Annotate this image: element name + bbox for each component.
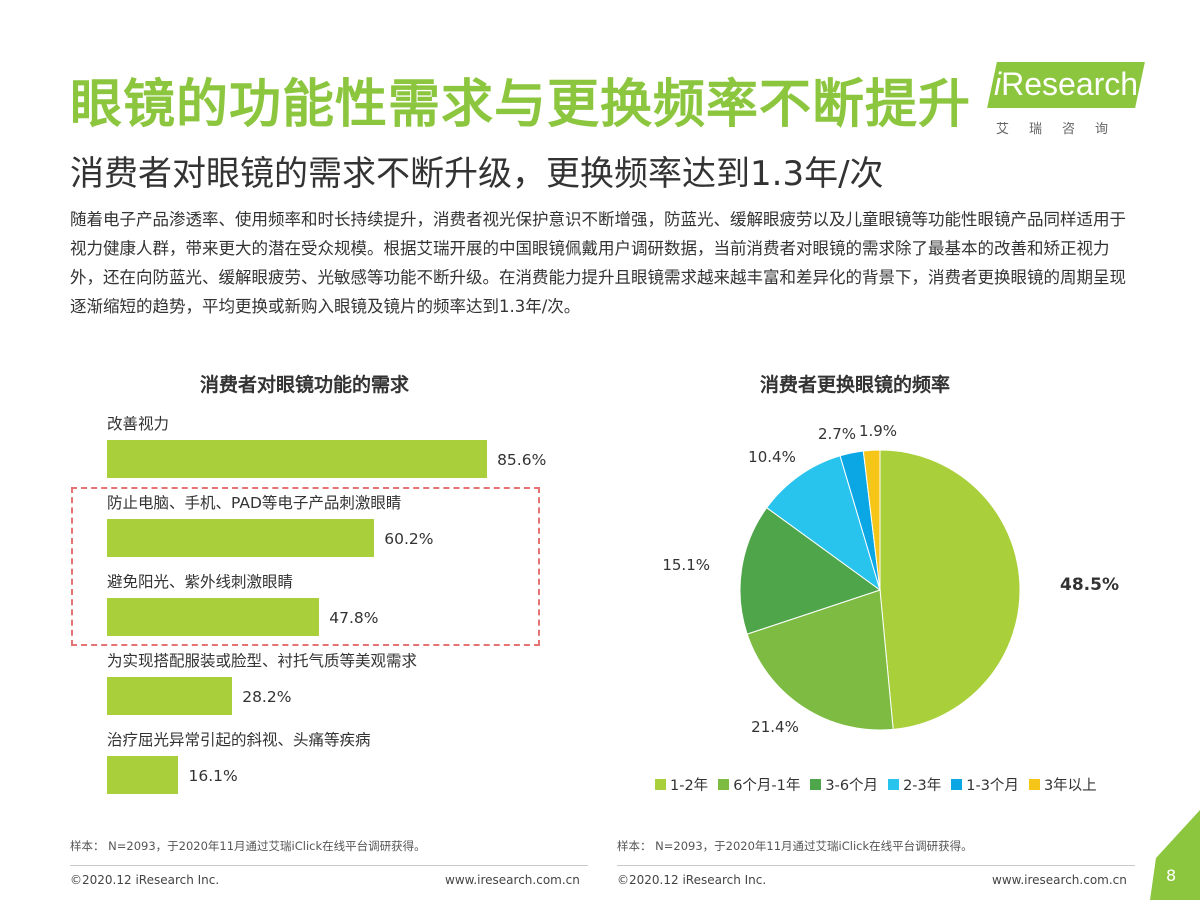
bar-value-label: 85.6% bbox=[497, 451, 547, 469]
bar-category-label: 避免阳光、紫外线刺激眼睛 bbox=[107, 573, 294, 591]
legend-swatch bbox=[888, 779, 900, 790]
pie-value-label: 2.7% bbox=[818, 425, 856, 443]
footer-copyright-left: ©2020.12 iResearch Inc. bbox=[70, 873, 220, 887]
intro-paragraph: 随着电子产品渗透率、使用频率和时长持续提升，消费者视光保护意识不断增强，防蓝光、… bbox=[70, 210, 1126, 316]
page-title: 眼镜的功能性需求与更换频率不断提升 bbox=[70, 75, 972, 135]
bar-value-label: 16.1% bbox=[188, 767, 238, 785]
legend-label: 3年以上 bbox=[1043, 778, 1097, 794]
highlight-dashed-box bbox=[71, 487, 540, 646]
pie-value-label: 15.1% bbox=[662, 556, 710, 574]
legend-label: 1-3个月 bbox=[966, 778, 1019, 794]
pie-value-label: 21.4% bbox=[751, 718, 799, 736]
legend-label: 3-6个月 bbox=[825, 778, 879, 794]
pie-legend: 1-2年 6个月-1年 3-6个月 2-3年 1-3个月 3年以上 bbox=[655, 774, 1097, 795]
legend-label: 6个月-1年 bbox=[733, 778, 801, 794]
bar bbox=[107, 756, 179, 794]
pie-value-label: 48.5% bbox=[1060, 575, 1119, 595]
legend-item: 3年以上 bbox=[1028, 774, 1097, 795]
legend-item: 1-3个月 bbox=[951, 774, 1019, 795]
pie-chart-title: 消费者更换眼镜的频率 bbox=[760, 374, 951, 396]
logo-wordmark: iResearch bbox=[994, 66, 1138, 103]
footer-website-right: www.iresearch.com.cn bbox=[992, 873, 1127, 887]
sample-note-left: 样本： N=2093，于2020年11月通过艾瑞iClick在线平台调研获得。 bbox=[70, 839, 426, 853]
legend-swatch bbox=[718, 779, 730, 790]
bar-value-label: 47.8% bbox=[329, 609, 379, 627]
footer-copyright-right: ©2020.12 iResearch Inc. bbox=[617, 873, 767, 887]
iresearch-logo: iResearch 艾瑞咨询 bbox=[987, 60, 1150, 140]
pie-slice bbox=[862, 449, 881, 591]
legend-swatch bbox=[810, 779, 822, 790]
bar-value-label: 60.2% bbox=[384, 530, 434, 548]
footer-divider-right bbox=[617, 865, 1135, 866]
legend-label: 2-3年 bbox=[903, 778, 942, 794]
footer-website-left: www.iresearch.com.cn bbox=[445, 873, 580, 887]
pie-value-label: 1.9% bbox=[859, 422, 897, 440]
legend-swatch bbox=[655, 779, 666, 790]
pie-slice bbox=[879, 449, 1021, 730]
logo-i: i bbox=[994, 66, 1002, 102]
legend-item: 1-2年 bbox=[655, 774, 708, 795]
bar bbox=[107, 677, 233, 715]
footer-divider-left bbox=[70, 865, 588, 866]
sample-note-right: 样本： N=2093，于2020年11月通过艾瑞iClick在线平台调研获得。 bbox=[617, 839, 973, 853]
bar bbox=[107, 440, 488, 478]
pie-slice bbox=[739, 507, 882, 635]
legend-item: 2-3年 bbox=[888, 774, 941, 795]
bar-category-label: 改善视力 bbox=[107, 415, 170, 433]
corner-shape bbox=[1150, 810, 1200, 900]
legend-swatch bbox=[951, 779, 963, 790]
page-number: 8 bbox=[1166, 866, 1177, 885]
pie-slice bbox=[766, 455, 881, 592]
bar bbox=[107, 598, 320, 636]
bar-category-label: 防止电脑、手机、PAD等电子产品刺激眼睛 bbox=[107, 494, 402, 512]
logo-chinese-name: 艾瑞咨询 bbox=[996, 122, 1129, 137]
pie-slice bbox=[746, 589, 894, 731]
legend-item: 3-6个月 bbox=[810, 774, 878, 795]
bar-value-label: 28.2% bbox=[242, 688, 292, 706]
pie-chart: 48.5% 21.4% 15.1% 10.4% 2.7% 1.9% bbox=[662, 422, 1119, 736]
legend-label: 1-2年 bbox=[670, 778, 709, 794]
bar-category-label: 治疗屈光异常引起的斜视、头痛等疾病 bbox=[107, 731, 371, 749]
page-subtitle: 消费者对眼镜的需求不断升级，更换频率达到1.3年/次 bbox=[70, 154, 884, 194]
legend-swatch bbox=[1028, 779, 1040, 790]
corner-accent bbox=[1150, 810, 1200, 900]
bar-category-label: 为实现搭配服装或脸型、衬托气质等美观需求 bbox=[107, 652, 418, 670]
pie-value-label: 10.4% bbox=[748, 448, 796, 466]
legend-item: 6个月-1年 bbox=[718, 774, 800, 795]
logo-name: Research bbox=[1001, 66, 1139, 102]
bar-chart-title: 消费者对眼镜功能的需求 bbox=[200, 374, 410, 396]
bar bbox=[107, 519, 375, 557]
